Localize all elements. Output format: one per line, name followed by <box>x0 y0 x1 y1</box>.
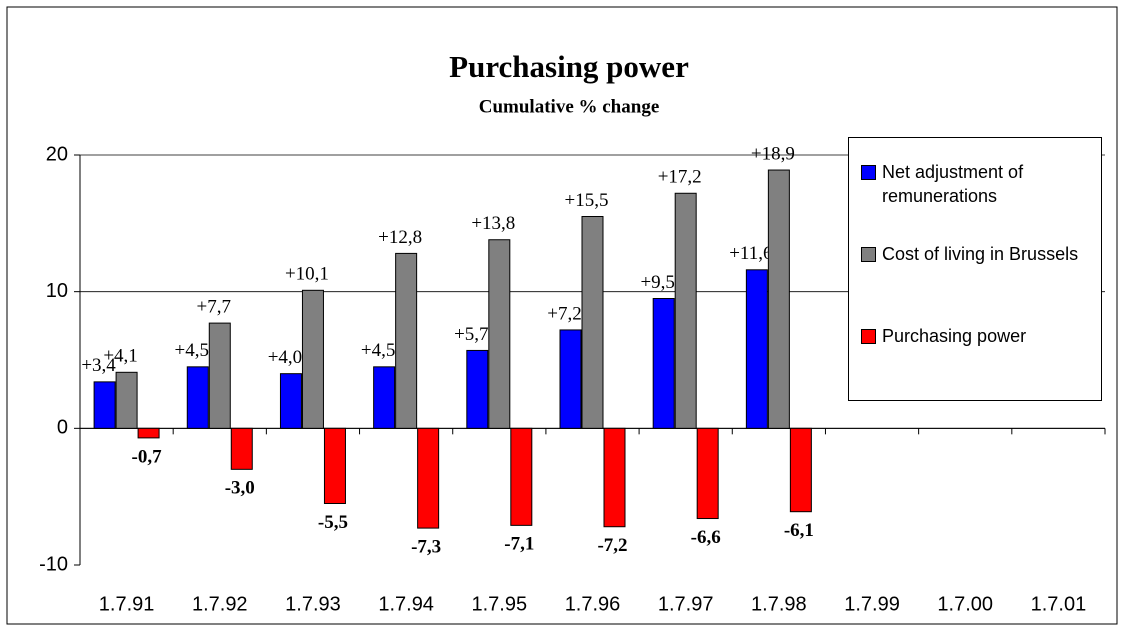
data-label: -7,3 <box>411 536 441 557</box>
legend-label: Purchasing power <box>882 326 1027 346</box>
x-tick-label: 1.7.00 <box>937 593 993 615</box>
bar <box>767 169 790 429</box>
bar <box>417 427 440 529</box>
y-tick-label: 20 <box>46 143 68 165</box>
bar <box>789 427 812 513</box>
data-label: +4,5 <box>175 340 209 361</box>
x-tick-label: 1.7.01 <box>1031 593 1087 615</box>
data-label: +4,0 <box>268 347 302 368</box>
data-label: +18,9 <box>751 143 795 164</box>
x-tick-label: 1.7.93 <box>285 593 341 615</box>
x-tick-label: 1.7.91 <box>99 593 155 615</box>
data-label: +10,1 <box>285 264 329 285</box>
legend-label: Cost of living in Brussels <box>882 244 1079 264</box>
data-label: +12,8 <box>378 227 422 248</box>
bar <box>373 366 396 429</box>
bar <box>93 381 116 429</box>
x-tick-label: 1.7.96 <box>565 593 621 615</box>
legend-label: Net adjustment of remunerations <box>882 162 1024 206</box>
bar <box>745 269 768 429</box>
legend-swatch <box>861 165 876 180</box>
bar <box>510 427 533 526</box>
x-tick-label: 1.7.95 <box>472 593 528 615</box>
x-tick-label: 1.7.98 <box>751 593 807 615</box>
data-label: +9,5 <box>640 272 674 293</box>
bar <box>301 289 324 429</box>
bar <box>279 373 302 429</box>
bar <box>603 427 626 528</box>
legend-entry: Purchasing power <box>861 324 1096 348</box>
bar <box>674 192 697 429</box>
bar <box>488 239 511 429</box>
bar <box>652 298 675 429</box>
data-label: -3,0 <box>225 478 255 499</box>
bar <box>559 329 582 429</box>
data-label: +15,5 <box>565 190 609 211</box>
data-label: -0,7 <box>132 446 163 467</box>
data-label: -6,1 <box>784 520 814 541</box>
data-label: +7,2 <box>547 303 581 324</box>
chart-subtitle: Cumulative % change <box>479 96 660 117</box>
data-label: +17,2 <box>658 167 702 188</box>
x-tick-label: 1.7.92 <box>192 593 248 615</box>
bar <box>208 322 231 429</box>
data-label: +4,5 <box>361 340 395 361</box>
data-label: +4,1 <box>103 346 137 367</box>
data-label: +13,8 <box>471 213 515 234</box>
y-tick-label: 0 <box>57 417 68 439</box>
data-label: -7,1 <box>504 534 534 555</box>
legend-entry: Net adjustment of remunerations <box>861 160 1096 208</box>
bar <box>115 371 138 429</box>
data-label: -6,6 <box>691 527 721 548</box>
legend-entry: Cost of living in Brussels <box>861 242 1096 266</box>
legend-swatch <box>861 329 876 344</box>
bar <box>186 366 209 429</box>
legend-swatch <box>861 247 876 262</box>
bar <box>466 349 489 429</box>
bar <box>323 427 346 505</box>
x-tick-label: 1.7.97 <box>658 593 714 615</box>
y-tick-label: -10 <box>39 553 68 575</box>
bar <box>696 427 719 520</box>
legend: Net adjustment of remunerations Cost of l… <box>848 137 1102 401</box>
bar <box>581 216 604 429</box>
data-label: -7,2 <box>597 535 627 556</box>
bar <box>395 252 418 429</box>
data-label: +5,7 <box>454 324 488 345</box>
x-tick-label: 1.7.94 <box>378 593 434 615</box>
bar <box>137 427 160 439</box>
data-label: +11,6 <box>729 243 772 264</box>
data-label: +7,7 <box>197 296 231 317</box>
x-tick-label: 1.7.99 <box>844 593 900 615</box>
chart-title: Purchasing power <box>449 49 689 84</box>
y-tick-label: 10 <box>46 280 68 302</box>
frame <box>6 6 1118 625</box>
data-label: -5,5 <box>318 512 348 533</box>
data-label: +3,4 <box>81 355 116 376</box>
bar <box>230 427 253 470</box>
